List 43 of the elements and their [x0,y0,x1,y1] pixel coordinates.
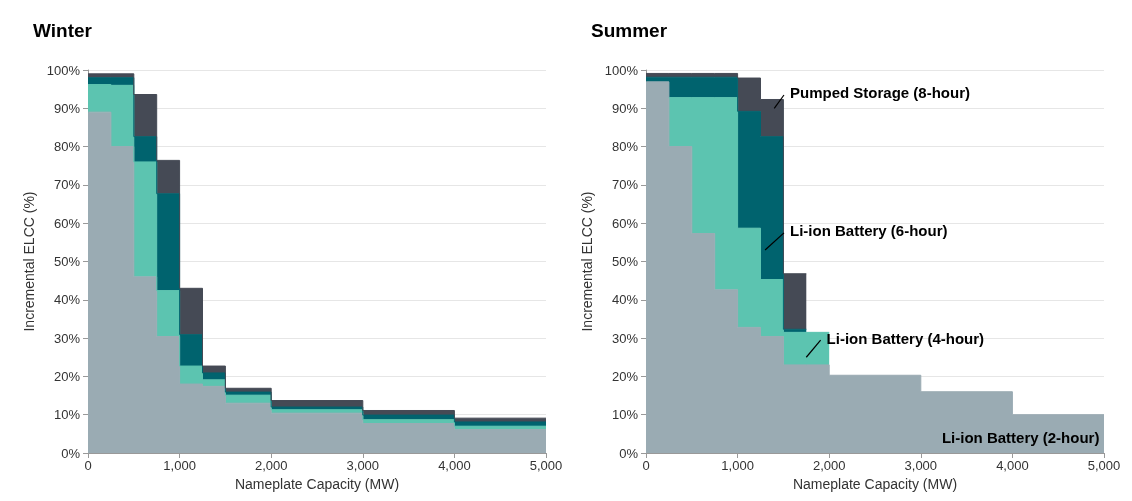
chart-title: Summer [591,20,668,41]
x-tick-label: 2,000 [254,458,288,473]
x-tick-label: 1,000 [163,458,196,473]
x-tick-label: 0 [642,458,650,473]
series-label: Pumped Storage (8-hour) [789,84,970,102]
x-tick-label: 5,000 [1087,458,1121,473]
y-tick-label: 10% [611,407,639,423]
series-label: Li-ion Battery (6-hour) [789,222,948,240]
y-tick-label: 70% [53,177,81,193]
series-label: Li-ion Battery (2-hour) [941,429,1100,447]
y-tick-label: 30% [611,330,639,346]
y-tick-label: 30% [53,330,81,346]
y-tick-label: 80% [611,139,639,155]
y-tick-label: 90% [611,100,639,116]
x-tick-label: 2,000 [812,458,846,473]
x-tick-label: 4,000 [438,458,471,473]
y-tick-label: 0% [61,445,81,461]
y-tick-label: 50% [611,254,639,269]
chart-title: Winter [33,20,93,41]
x-tick-label: 3,000 [904,458,938,473]
x-axis-title: Nameplate Capacity (MW) [234,476,400,492]
y-tick-label: 80% [53,139,81,155]
x-tick-label: 3,000 [346,458,380,473]
y-tick-label: 50% [53,254,81,269]
y-axis-title: Incremental ELCC (%) [20,191,37,332]
y-tick-label: 0% [619,445,639,461]
y-tick-label: 40% [53,292,81,308]
y-tick-label: 40% [611,292,639,308]
y-tick-label: 90% [53,100,81,116]
y-tick-label: 100% [46,62,81,78]
x-tick-label: 0 [84,458,92,473]
x-tick-label: 1,000 [721,458,754,473]
y-tick-label: 20% [53,368,81,384]
x-tick-label: 4,000 [996,458,1029,473]
y-tick-label: 60% [611,215,639,231]
y-axis-title: Incremental ELCC (%) [578,191,595,332]
y-tick-label: 60% [53,215,81,231]
x-tick-label: 5,000 [529,458,563,473]
y-tick-label: 100% [604,62,639,78]
y-tick-label: 20% [611,368,639,384]
y-tick-label: 70% [611,177,639,193]
x-axis-title: Nameplate Capacity (MW) [792,476,958,492]
y-tick-label: 10% [53,407,81,423]
